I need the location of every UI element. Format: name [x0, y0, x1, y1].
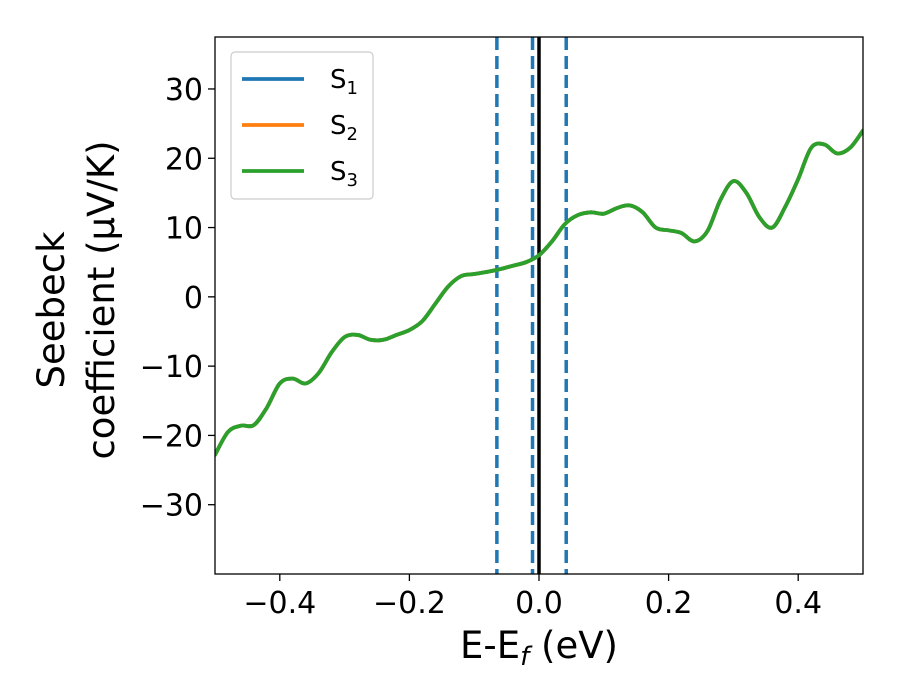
- legend-item-s3: S3: [242, 157, 358, 191]
- legend-item-s2: S2: [242, 111, 358, 145]
- y-tick-label: 20: [165, 142, 203, 177]
- x-axis-ticks: −0.4 −0.2 0.0 0.2 0.4: [243, 574, 822, 621]
- vertical-lines: [495, 37, 568, 574]
- legend: S1 S2 S3: [230, 51, 374, 200]
- y-tick-label: 0: [184, 281, 203, 316]
- y-tick-label: −10: [140, 350, 203, 385]
- x-tick-label: 0.2: [645, 586, 693, 621]
- x-tick-label: 0.4: [774, 586, 822, 621]
- y-axis-ticks: −30 −20 −10 0 10 20 30: [140, 73, 215, 524]
- y-tick-label: −30: [140, 489, 203, 524]
- x-tick-label: −0.2: [373, 586, 446, 621]
- y-axis-label-line1: Seebeck: [30, 231, 73, 389]
- y-axis-label-line2: coefficient (μV/K): [80, 140, 123, 459]
- legend-label: S1: [330, 65, 358, 99]
- x-tick-label: 0.0: [515, 586, 563, 621]
- legend-label: S2: [330, 111, 358, 145]
- legend-item-s1: S1: [242, 65, 358, 99]
- y-tick-label: 10: [165, 212, 203, 247]
- x-tick-label: −0.4: [243, 586, 316, 621]
- x-axis-label: E-Ef (eV): [460, 624, 618, 672]
- y-tick-label: 30: [165, 73, 203, 108]
- legend-label: S3: [330, 157, 358, 191]
- series-lines: [215, 128, 863, 457]
- y-tick-label: −20: [140, 419, 203, 454]
- series-line-s3: [215, 128, 863, 457]
